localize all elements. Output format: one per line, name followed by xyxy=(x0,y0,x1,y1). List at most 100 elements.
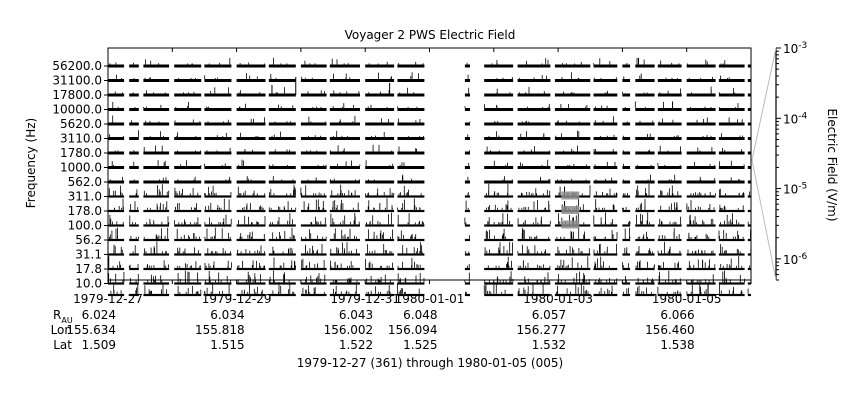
ephemeris-lon-value: 155.818 xyxy=(195,323,245,337)
channel-segment xyxy=(329,79,360,82)
channel-segment xyxy=(268,195,296,198)
channel-spikes xyxy=(114,198,124,210)
channel-spikes xyxy=(206,106,209,108)
channel-segment xyxy=(657,180,682,184)
channel-segment xyxy=(554,64,591,68)
channel-segment xyxy=(718,108,745,111)
channel-spikes xyxy=(639,73,642,79)
ephemeris-label-r: RAU xyxy=(53,308,73,325)
channel-segment xyxy=(718,238,745,242)
channel-spikes xyxy=(718,103,739,108)
channel-segment xyxy=(622,224,631,227)
ephemeris-table: RAULonLat1979-12-276.024155.6341.5091979… xyxy=(51,292,722,352)
ephemeris-r-value: 6.048 xyxy=(403,308,437,322)
channel-segment xyxy=(329,238,360,242)
channel-segment xyxy=(657,93,682,97)
channel-spikes xyxy=(333,283,357,294)
channel-spikes xyxy=(520,159,549,166)
channel-spikes xyxy=(557,120,580,123)
channel-spikes xyxy=(238,159,244,166)
channel-spikes xyxy=(622,207,627,210)
channel-spikes xyxy=(660,60,680,65)
channel-segment xyxy=(174,293,202,297)
channel-spikes xyxy=(720,60,726,65)
channel-spikes xyxy=(176,228,200,239)
y-tick-label: 56.2 xyxy=(75,233,102,247)
channel-spikes xyxy=(720,213,740,225)
channel-spikes xyxy=(146,260,169,268)
channel-spikes xyxy=(130,273,139,283)
channel-segment xyxy=(397,122,425,126)
channel-spikes xyxy=(246,73,258,79)
channel-segment xyxy=(593,238,618,242)
channel-spikes xyxy=(108,272,125,283)
channel-segment xyxy=(635,253,655,256)
channel-segment xyxy=(657,137,682,140)
ephemeris-r-value: 6.024 xyxy=(82,308,116,322)
channel-spikes xyxy=(636,164,652,166)
channel-spikes xyxy=(524,272,550,283)
channel-segment xyxy=(365,293,395,297)
channel-segment xyxy=(747,267,751,271)
channel-segment xyxy=(718,282,745,285)
channel-segment xyxy=(635,151,655,155)
channel-spikes xyxy=(635,285,652,294)
channel-segment xyxy=(129,195,139,198)
channel-spikes xyxy=(658,261,679,268)
channel-spikes xyxy=(303,199,325,210)
channel-spikes xyxy=(333,90,360,94)
channel-segment xyxy=(484,122,514,126)
channel-segment xyxy=(464,224,470,227)
channel-spikes xyxy=(367,104,388,108)
channel-segment xyxy=(143,293,170,297)
ephemeris-lon-value: 156.277 xyxy=(516,323,566,337)
channel-segment xyxy=(622,209,631,213)
channel-spikes xyxy=(560,104,588,108)
channel-segment xyxy=(517,238,551,242)
channel-segment xyxy=(174,195,202,198)
x-tick-label: 1980-01-01 xyxy=(395,292,465,306)
channel-segment xyxy=(517,224,551,227)
channel-segment xyxy=(268,224,296,227)
channel-spikes xyxy=(238,215,266,225)
channel-spikes xyxy=(368,61,388,65)
channel-segment xyxy=(484,195,514,198)
channel-segment xyxy=(635,209,655,213)
channel-spikes xyxy=(371,132,385,137)
channel-segment xyxy=(143,195,170,198)
channel-segment xyxy=(143,137,170,140)
channel-segment xyxy=(397,293,425,297)
channel-segment xyxy=(622,137,631,140)
channel-segment xyxy=(718,93,745,97)
channel-segment xyxy=(397,108,425,111)
channel-spikes xyxy=(637,277,654,283)
channel-segment xyxy=(329,151,360,155)
channel-spikes xyxy=(204,227,231,239)
channel-spikes xyxy=(180,160,202,166)
channel-spikes xyxy=(107,214,124,225)
channel-segment xyxy=(365,267,395,271)
channel-segment xyxy=(622,282,631,285)
channel-spikes xyxy=(567,164,587,166)
colorbar-connector xyxy=(751,159,777,281)
channel-segment xyxy=(174,93,202,97)
x-axis xyxy=(107,48,752,284)
channel-segment xyxy=(204,224,232,227)
channel-spikes xyxy=(624,247,628,254)
channel-spikes xyxy=(465,291,467,294)
channel-segment xyxy=(300,151,327,155)
frequency-channel xyxy=(108,183,751,198)
channel-spikes xyxy=(719,188,745,196)
channel-spikes xyxy=(177,176,196,181)
channel-segment xyxy=(300,253,327,256)
channel-spikes xyxy=(306,150,318,152)
channel-segment xyxy=(365,253,395,256)
channel-segment xyxy=(236,180,266,184)
channel-segment xyxy=(657,79,682,82)
channel-segment xyxy=(657,64,682,68)
channel-spikes xyxy=(402,174,412,181)
channel-segment xyxy=(236,79,266,82)
channel-spikes xyxy=(502,176,513,181)
